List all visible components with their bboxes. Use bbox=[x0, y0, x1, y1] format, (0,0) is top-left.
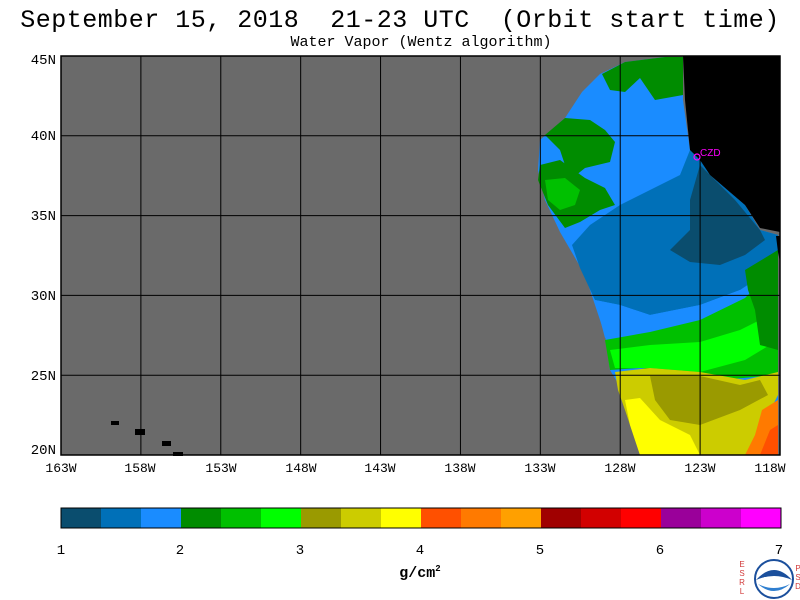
lon-label: 163W bbox=[45, 461, 77, 476]
colorbar bbox=[60, 507, 782, 529]
colorbar-swatch bbox=[701, 508, 741, 528]
logo-letter: E bbox=[739, 560, 745, 569]
swath-green-north bbox=[602, 57, 683, 100]
colorbar-tick-label: 5 bbox=[535, 543, 545, 559]
colorbar-swatch bbox=[381, 508, 421, 528]
lon-label: 158W bbox=[124, 461, 156, 476]
colorbar-swatch bbox=[141, 508, 181, 528]
map-gridlines bbox=[61, 56, 780, 455]
logo-letter: P bbox=[795, 564, 800, 573]
swath-mid-blue bbox=[595, 290, 745, 338]
colorbar-swatch bbox=[421, 508, 461, 528]
lon-label: 138W bbox=[444, 461, 476, 476]
island-maui bbox=[162, 441, 171, 446]
lon-label: 128W bbox=[604, 461, 636, 476]
colorbar-tick-label: 4 bbox=[415, 543, 425, 559]
colorbar-swatch bbox=[461, 508, 501, 528]
colorbar-tick-label: 2 bbox=[175, 543, 185, 559]
chart-subtitle: Water Vapor (Wentz algorithm) bbox=[290, 34, 552, 51]
swath-deep-orange bbox=[760, 425, 778, 455]
swath-dark-green bbox=[745, 250, 778, 350]
noaa-emblem: NOAA bbox=[754, 559, 794, 599]
swath-olive-band bbox=[650, 376, 768, 425]
lon-label: 133W bbox=[524, 461, 556, 476]
colorbar-units: g/cm2 bbox=[380, 564, 460, 582]
units-base: g/cm bbox=[399, 565, 436, 582]
island-oahu bbox=[135, 429, 145, 435]
hawaiian-islands bbox=[111, 421, 183, 456]
colorbar-swatch bbox=[581, 508, 621, 528]
colorbar-swatch bbox=[621, 508, 661, 528]
colorbar-swatch bbox=[61, 508, 101, 528]
logo-letter: R bbox=[739, 578, 745, 587]
colorbar-swatch bbox=[501, 508, 541, 528]
logo-letter: S bbox=[739, 569, 745, 578]
lat-label: 25N bbox=[30, 369, 56, 385]
colorbar-swatch bbox=[541, 508, 581, 528]
czd-station-marker: CZD bbox=[693, 148, 721, 161]
logo-letter: D bbox=[795, 582, 800, 591]
colorbar-tick-label: 3 bbox=[295, 543, 305, 559]
lat-label: 45N bbox=[30, 53, 56, 69]
colorbar-swatch bbox=[181, 508, 221, 528]
colorbar-swatch bbox=[661, 508, 701, 528]
island-hawaii bbox=[173, 452, 183, 456]
units-exponent: 2 bbox=[435, 564, 441, 574]
colorbar-swatch bbox=[261, 508, 301, 528]
swath-dark-coast bbox=[572, 150, 778, 315]
lon-label: 148W bbox=[285, 461, 317, 476]
colorbar-tick-label: 7 bbox=[774, 543, 784, 559]
lat-label: 30N bbox=[30, 289, 56, 305]
colorbar-swatch bbox=[101, 508, 141, 528]
lat-label: 20N bbox=[30, 443, 56, 459]
lat-label: 35N bbox=[30, 209, 56, 225]
lat-label: 40N bbox=[30, 129, 56, 145]
swath-green-west bbox=[545, 118, 615, 180]
colorbar-swatch bbox=[221, 508, 261, 528]
lon-label: 153W bbox=[205, 461, 237, 476]
station-label: CZD bbox=[700, 148, 721, 159]
land-mass-baja bbox=[776, 236, 780, 262]
colorbar-tick-label: 6 bbox=[655, 543, 665, 559]
colorbar-swatch bbox=[301, 508, 341, 528]
colorbar-frame bbox=[60, 507, 782, 529]
chart-title: September 15, 2018 21-23 UTC (Orbit star… bbox=[20, 6, 780, 35]
swath-bright-yellow bbox=[625, 398, 700, 455]
lon-label: 123W bbox=[684, 461, 716, 476]
lon-label: 118W bbox=[754, 461, 786, 476]
logo-letter: L bbox=[739, 587, 745, 596]
colorbar-swatch bbox=[341, 508, 381, 528]
map-frame bbox=[60, 55, 781, 456]
logo-text: NOAA bbox=[764, 577, 785, 584]
swath-bright-green bbox=[610, 300, 778, 372]
colorbar-tick-label: 1 bbox=[56, 543, 66, 559]
water-vapor-swath bbox=[538, 57, 778, 455]
logo-letter: S bbox=[795, 573, 800, 582]
island-kauai bbox=[111, 421, 119, 425]
colorbar-swatch bbox=[741, 508, 781, 528]
swath-darkest bbox=[670, 165, 765, 265]
lon-label: 143W bbox=[364, 461, 396, 476]
swath-green-west-3 bbox=[545, 178, 580, 210]
land-mass-california bbox=[683, 56, 780, 232]
